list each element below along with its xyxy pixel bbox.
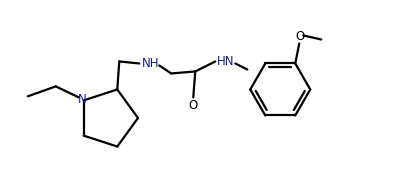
Text: N: N bbox=[78, 93, 87, 106]
Text: NH: NH bbox=[141, 57, 159, 70]
Text: O: O bbox=[295, 30, 304, 43]
Text: HN: HN bbox=[216, 55, 234, 68]
Text: O: O bbox=[188, 99, 198, 112]
